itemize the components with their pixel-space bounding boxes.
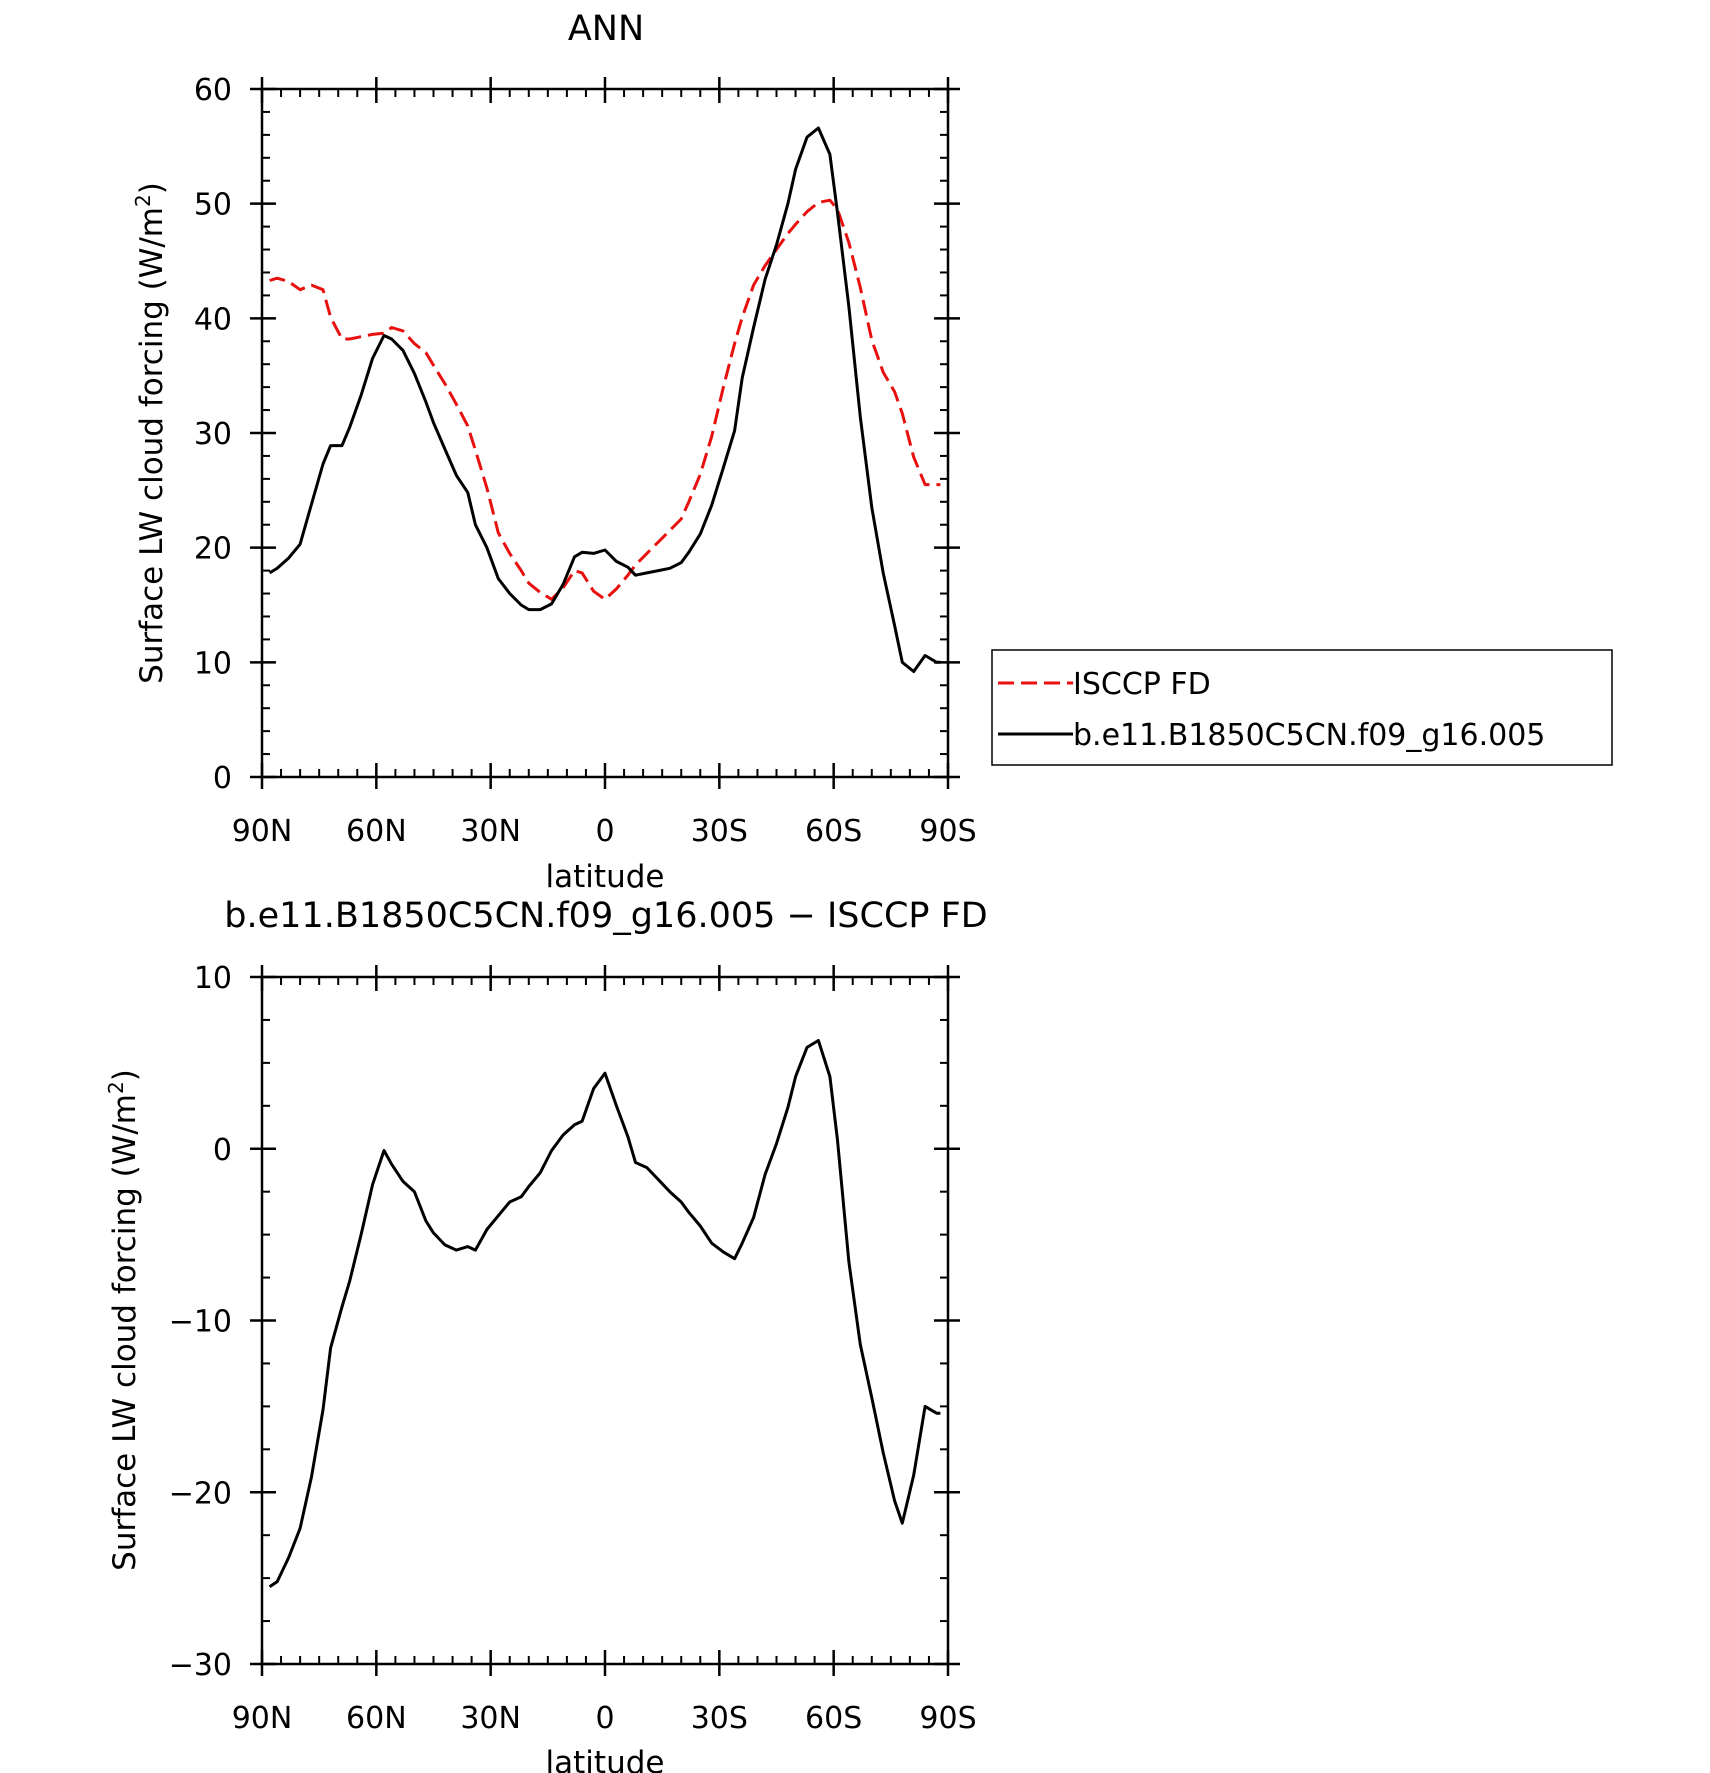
x-tick-label: 90N — [232, 1701, 293, 1736]
legend-box — [991, 649, 1613, 766]
top-chart-panel: ANN 90N 60N 30N 0 30S 60S 90S 0 10 20 30 40 50 60 lat… — [131, 9, 977, 895]
bottom-chart-title: b.e11.B1850C5CN.f09_g16.005 − ISCCP FD — [224, 896, 987, 936]
y-tick-label: 0 — [213, 761, 232, 796]
y-tick-label: 10 — [194, 646, 232, 681]
bottom-chart-ylabel: Surface LW cloud forcing (W/m2) — [104, 1069, 143, 1571]
y-tick-label: −10 — [169, 1305, 232, 1340]
x-tick-label: 60N — [346, 1701, 407, 1736]
y-tick-label: 30 — [194, 417, 232, 452]
top-chart-ylabel: Surface LW cloud forcing (W/m2) — [131, 182, 170, 684]
x-tick-label: 60S — [805, 814, 862, 849]
top-chart-xlabel: latitude — [546, 859, 665, 895]
y-tick-label: 10 — [194, 961, 232, 996]
x-tick-label: 30N — [460, 814, 521, 849]
legend: ISCCP FD b.e11.B1850C5CN.f09_g16.005 — [991, 649, 1613, 766]
top-series-line-b-e11-b1850c5cn-f09-g16-005 — [268, 126, 941, 673]
top-chart-plot-frame — [260, 87, 950, 779]
y-tick-label: 40 — [194, 302, 232, 337]
x-tick-label: 90S — [919, 814, 976, 849]
y-tick-label: 60 — [194, 73, 232, 108]
bottom-chart-series — [268, 1039, 941, 1588]
y-tick-label: 0 — [213, 1133, 232, 1168]
legend-label-isccp-fd: ISCCP FD — [1073, 667, 1211, 702]
top-series-line-isccp-fd — [269, 198, 941, 601]
bottom-chart-ticks: 90N 60N 30N 0 30S 60S 90S −30 −20 −10 0 10 — [169, 961, 977, 1736]
bottom-chart-xlabel: latitude — [546, 1745, 665, 1773]
x-tick-label: 0 — [595, 814, 614, 849]
top-chart-title: ANN — [568, 9, 644, 49]
legend-label-model: b.e11.B1850C5CN.f09_g16.005 — [1073, 718, 1545, 753]
bottom-chart-panel: b.e11.B1850C5CN.f09_g16.005 − ISCCP FD 9… — [104, 896, 988, 1773]
x-tick-label: 90S — [919, 1701, 976, 1736]
x-tick-label: 60N — [346, 814, 407, 849]
top-chart-series — [268, 126, 941, 673]
x-tick-label: 30S — [691, 1701, 748, 1736]
y-tick-label: −30 — [169, 1648, 232, 1683]
y-tick-label: 20 — [194, 532, 232, 567]
y-tick-label: 50 — [194, 188, 232, 223]
x-tick-label: 60S — [805, 1701, 862, 1736]
bottom-chart-plot-frame — [260, 975, 950, 1666]
x-tick-label: 30S — [691, 814, 748, 849]
y-tick-label: −20 — [169, 1476, 232, 1511]
top-chart-ticks: 90N 60N 30N 0 30S 60S 90S 0 10 20 30 40 50 60 — [194, 73, 977, 849]
x-tick-label: 30N — [460, 1701, 521, 1736]
x-tick-label: 90N — [232, 814, 293, 849]
bottom-series-line-difference — [268, 1039, 941, 1588]
x-tick-label: 0 — [595, 1701, 614, 1736]
